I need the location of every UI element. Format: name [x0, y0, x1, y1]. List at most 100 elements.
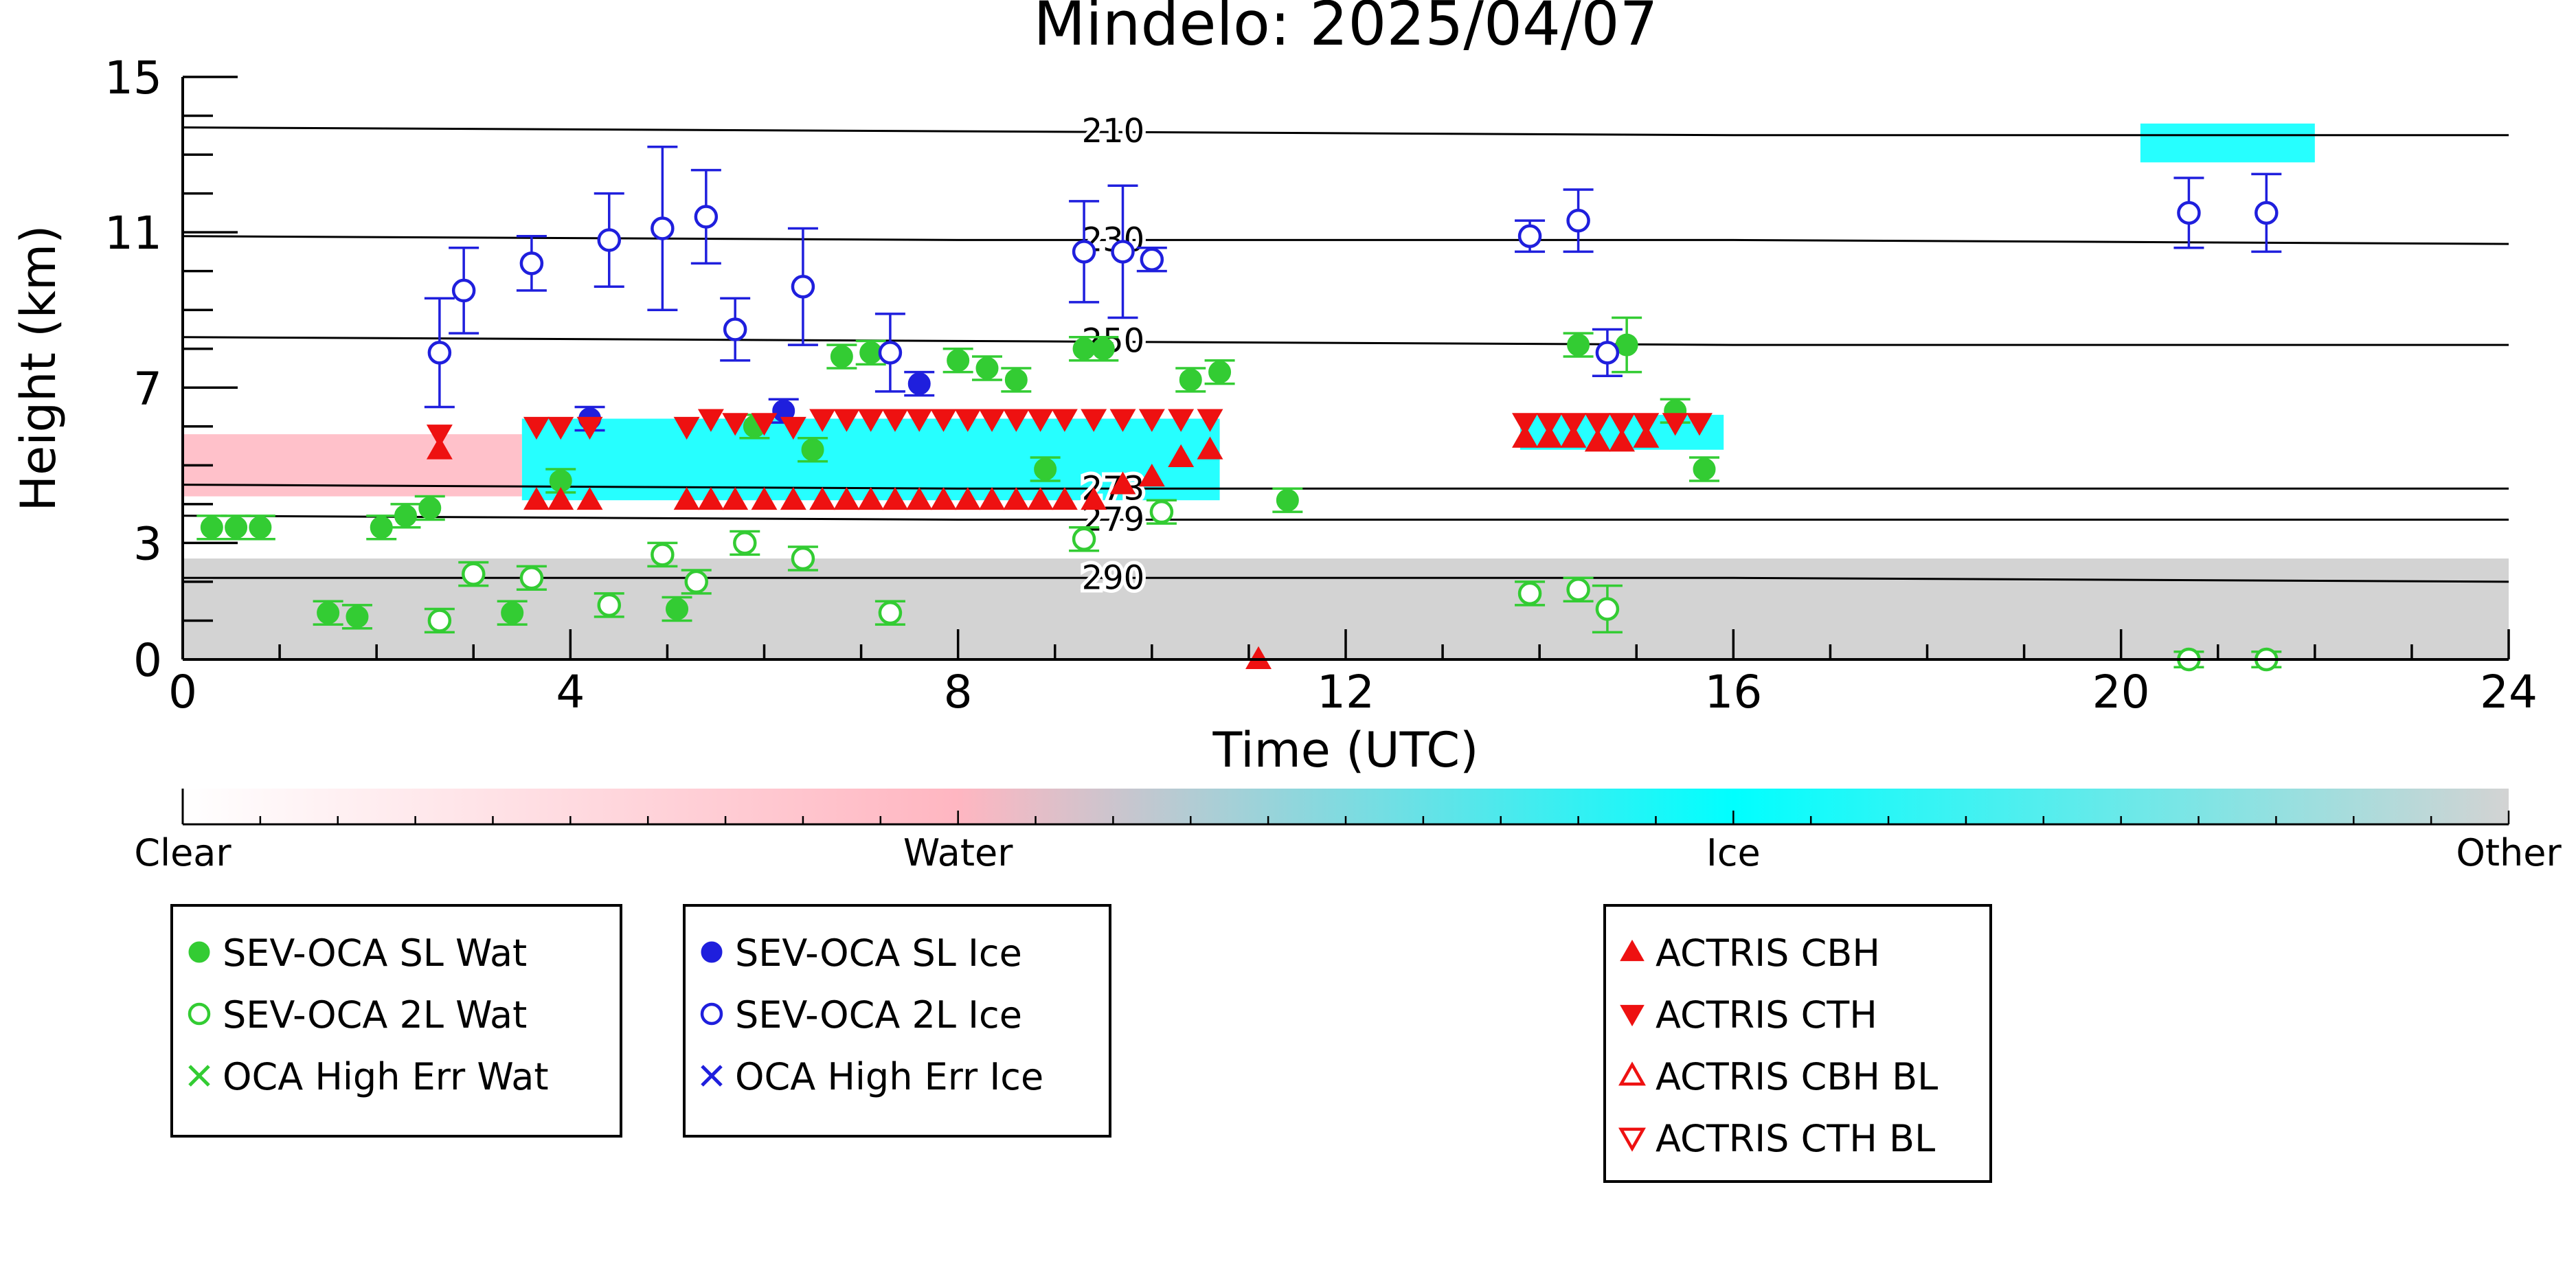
legend-marker	[700, 1002, 723, 1026]
data-point-sev-oca-2l-ice	[690, 168, 721, 265]
marker	[1633, 425, 1660, 448]
x-axis-label: Time (UTC)	[1212, 722, 1479, 778]
marker	[1595, 341, 1620, 365]
data-point-sev-oca-2l-wat	[730, 530, 760, 556]
legend-box-2: SEV-OCA SL Ice SEV-OCA 2L Ice OCA High Err…	[683, 904, 1111, 1138]
data-point-sev-oca-sl-wat	[497, 600, 528, 626]
legend-marker	[1620, 939, 1645, 962]
legend-label: OCA High Err Wat	[223, 1055, 549, 1098]
legend: SEV-OCA SL Wat SEV-OCA 2L Wat OCA High Err…	[170, 904, 1992, 1183]
data-point-actris-cbh	[857, 486, 884, 510]
marker	[2255, 201, 2279, 225]
marker	[1109, 471, 1136, 495]
data-point-actris-cth	[809, 409, 836, 432]
marker	[1081, 486, 1107, 510]
data-point-sev-oca-sl-wat	[245, 515, 275, 541]
data-point-actris-cth	[1536, 413, 1563, 436]
data-point-actris-cbh	[1027, 486, 1054, 510]
data-point-sev-oca-2l-ice	[874, 313, 905, 393]
marker	[791, 546, 815, 571]
data-point-sev-oca-2l-wat	[647, 541, 678, 568]
data-point-actris-cth	[1138, 409, 1165, 432]
marker	[225, 516, 248, 539]
data-point-actris-cth	[857, 409, 884, 432]
data-point-actris-cbh	[780, 486, 806, 510]
data-point-sev-oca-2l-wat	[1563, 576, 1594, 602]
colorbar-label: Water	[903, 831, 1013, 874]
isotherm-label: 210	[1082, 112, 1145, 150]
marker	[1149, 499, 1174, 524]
marker	[722, 486, 749, 510]
data-point-sev-oca-2l-ice	[516, 235, 547, 292]
marker	[1615, 333, 1638, 357]
data-point-actris-cbh	[809, 486, 836, 510]
marker	[1686, 413, 1713, 436]
data-point-actris-cth	[1633, 413, 1660, 436]
data-point-sev-oca-2l-wat	[1146, 499, 1177, 525]
marker	[426, 425, 453, 448]
marker	[1072, 527, 1096, 551]
data-point-sev-oca-2l-ice	[720, 297, 751, 362]
legend-box-3: ACTRIS CBH ACTRIS CTH ACTRIS CBH BL ACTRIS …	[1603, 904, 1992, 1183]
data-point-sev-oca-2l-ice	[1592, 328, 1623, 378]
data-point-actris-cbh	[426, 436, 453, 460]
isotherm-line	[182, 515, 2509, 521]
data-point-actris-cth	[833, 409, 860, 432]
marker	[906, 486, 933, 510]
data-point-actris-cth	[722, 413, 749, 436]
marker	[751, 486, 778, 510]
marker	[462, 562, 486, 586]
legend-box-1: SEV-OCA SL Wat SEV-OCA 2L Wat OCA High Err…	[170, 904, 622, 1138]
data-point-sev-oca-sl-wat	[1612, 316, 1642, 374]
legend-marker	[701, 941, 723, 963]
marker	[501, 601, 524, 624]
chart-title: Mindelo: 2025/04/07	[1033, 0, 1658, 59]
marker	[1138, 464, 1165, 487]
data-point-actris-cth	[576, 416, 603, 440]
marker	[1027, 486, 1054, 510]
marker	[666, 598, 689, 621]
data-point-sev-oca-2l-wat	[424, 607, 455, 634]
marker	[881, 486, 908, 510]
legend-marker	[1618, 1127, 1646, 1152]
marker	[346, 605, 369, 629]
data-point-sev-oca-sl-wat	[1001, 367, 1032, 393]
marker	[651, 216, 675, 240]
marker	[1536, 425, 1563, 448]
y-tick-label: 3	[133, 517, 162, 570]
data-point-sev-oca-2l-ice	[449, 246, 479, 335]
marker	[370, 516, 393, 539]
data-point-actris-cth	[906, 409, 933, 432]
data-point-actris-cth	[523, 416, 550, 440]
legend-item: SEV-OCA 2L Wat	[188, 993, 527, 1037]
data-point-sev-oca-sl-wat	[798, 437, 828, 463]
marker	[1081, 409, 1107, 432]
legend-label: ACTRIS CTH	[1656, 993, 1877, 1037]
marker	[722, 413, 749, 436]
data-point-actris-cbh	[1003, 486, 1030, 510]
legend-label: ACTRIS CBH	[1656, 931, 1880, 975]
legend-label: OCA High Err Ice	[735, 1055, 1043, 1098]
marker	[809, 486, 836, 510]
marker	[1566, 208, 1590, 233]
marker	[697, 409, 724, 432]
isotherm-label: 290	[1082, 558, 1145, 597]
data-point-actris-cbh	[1584, 429, 1611, 452]
data-point-actris-cbh	[954, 486, 981, 510]
marker	[1245, 646, 1272, 669]
marker	[954, 486, 981, 510]
data-point-actris-cth	[881, 409, 908, 432]
marker	[394, 504, 417, 528]
data-point-actris-cth	[673, 416, 700, 440]
data-point-sev-oca-sl-wat	[1563, 332, 1594, 358]
legend-label: ACTRIS CBH BL	[1656, 1055, 1938, 1098]
marker	[780, 486, 806, 510]
marker	[857, 486, 884, 510]
data-point-actris-cth	[1560, 413, 1587, 436]
data-point-actris-cbh	[833, 486, 860, 510]
data-point-sev-oca-2l-ice	[2173, 177, 2204, 249]
data-point-actris-cth	[1081, 409, 1107, 432]
data-point-sev-oca-2l-wat	[516, 565, 547, 591]
marker	[1609, 413, 1636, 436]
